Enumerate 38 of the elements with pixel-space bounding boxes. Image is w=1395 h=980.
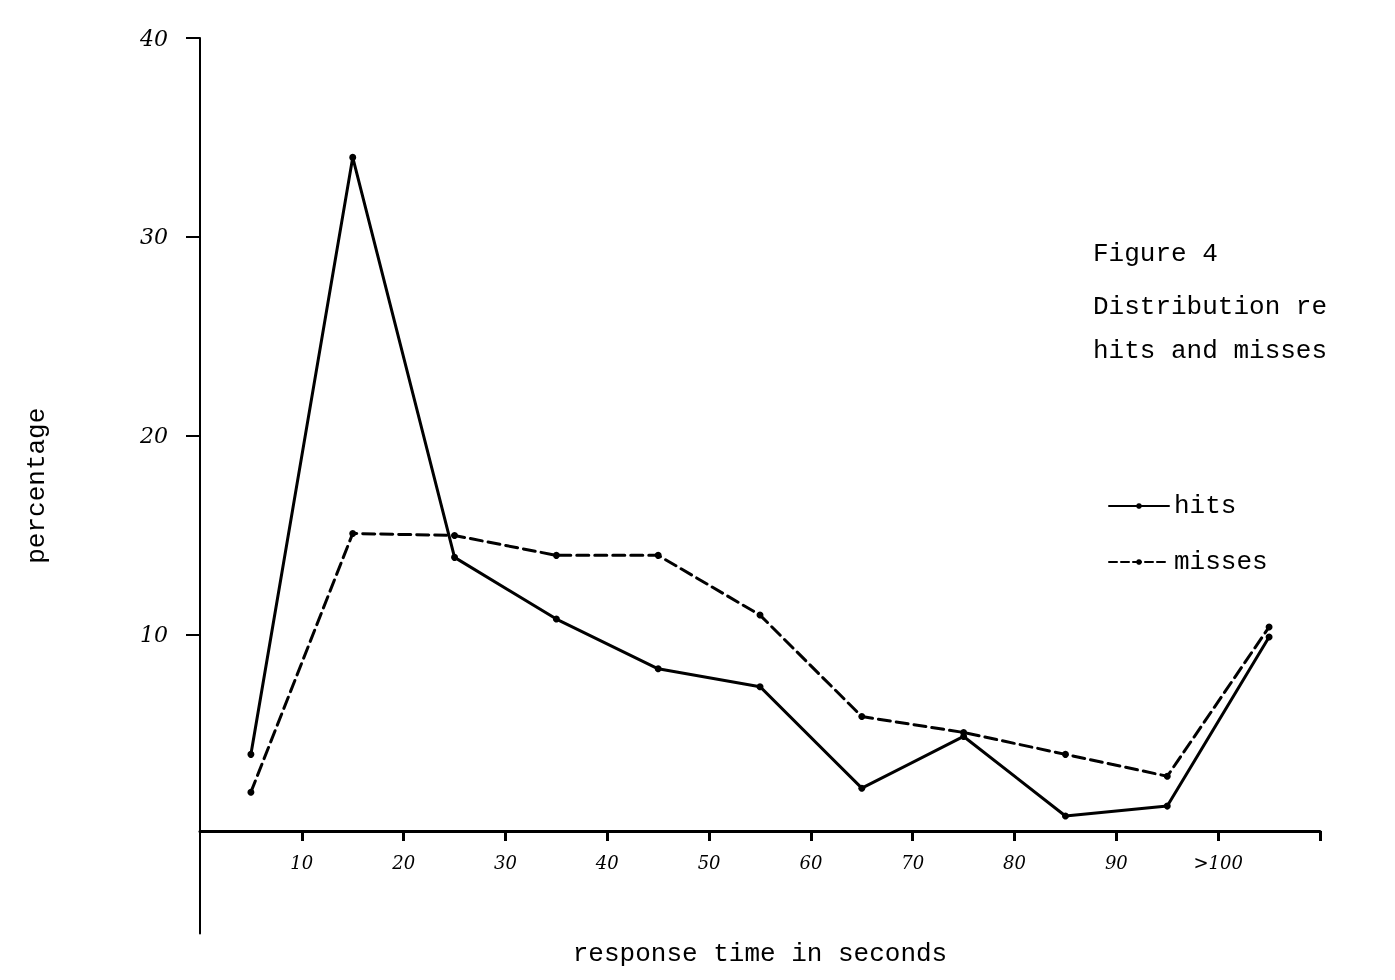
point [858, 713, 866, 721]
point [960, 728, 968, 736]
point [247, 750, 255, 758]
point [552, 551, 560, 559]
x-tick-label: 60 [799, 851, 823, 873]
y-tick-label: 10 [140, 622, 168, 648]
point [1163, 772, 1171, 780]
legend-label: hits [1174, 491, 1237, 521]
x-tick-label: 30 [494, 851, 517, 873]
x-tick-label: 80 [1003, 851, 1026, 873]
point [1061, 750, 1069, 758]
x-tick-label: >100 [1193, 851, 1243, 873]
legend-label: misses [1174, 547, 1268, 577]
y-tick-label: 20 [139, 423, 168, 449]
point [756, 683, 764, 691]
point [451, 531, 459, 539]
point [1061, 812, 1069, 820]
x-tick-label: 90 [1104, 851, 1128, 873]
point [349, 153, 357, 161]
point [654, 665, 662, 673]
x-tick-label: 50 [697, 851, 721, 873]
point [1163, 802, 1171, 810]
point [858, 784, 866, 792]
x-tick-label: 20 [391, 851, 416, 873]
text: Figure 4 [1093, 239, 1218, 269]
point [552, 615, 560, 623]
point [349, 529, 357, 537]
text: Distribution re hits and misses [1093, 292, 1328, 366]
y-axis-title: percentage [22, 407, 52, 564]
x-tick-label: 40 [594, 851, 619, 873]
x-tick-label: 70 [901, 851, 925, 873]
x-tick-label: 10 [290, 851, 314, 873]
point [654, 551, 662, 559]
point [451, 553, 459, 561]
y-tick-label: 40 [139, 25, 168, 51]
y-tick-label: 30 [140, 224, 168, 250]
point [247, 788, 255, 796]
x-axis-title: response time in seconds [572, 939, 948, 969]
